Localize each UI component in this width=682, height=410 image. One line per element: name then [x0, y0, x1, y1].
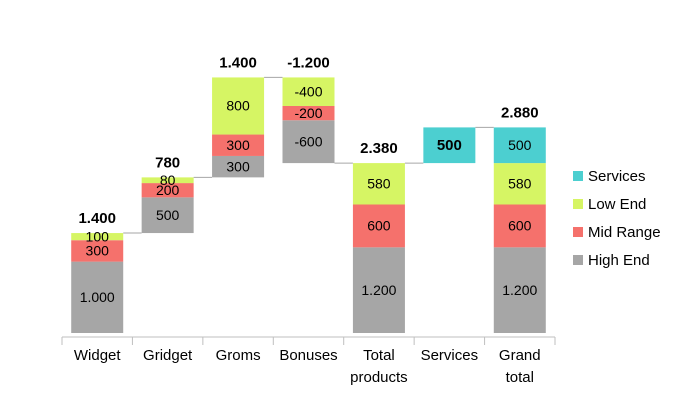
bar-segment — [212, 155, 265, 178]
data-label: -400 — [294, 83, 322, 99]
x-tick-label: Widget — [73, 347, 121, 364]
bar-segment — [71, 240, 124, 262]
x-tick-label: Total products — [350, 347, 408, 386]
data-label: 600 — [367, 218, 391, 234]
data-label: 580 — [367, 176, 391, 192]
data-label: 300 — [226, 158, 250, 174]
data-label: 800 — [226, 98, 250, 114]
data-label: 500 — [156, 207, 180, 223]
x-tick-label: Gridget — [143, 347, 193, 364]
data-label: 300 — [226, 137, 250, 153]
data-label: 80 — [160, 172, 176, 188]
x-tick-label: Groms — [215, 347, 261, 364]
bar-segment — [493, 163, 546, 205]
total-label: 2.380 — [360, 140, 398, 157]
data-label: 100 — [86, 228, 110, 244]
data-label: 500 — [508, 137, 532, 153]
bar-segment — [212, 134, 265, 156]
data-label: 600 — [508, 218, 532, 234]
x-tick-label: Services — [420, 347, 479, 364]
bar-segment — [141, 183, 194, 198]
legend-label: Services — [588, 168, 646, 185]
total-label: 2.880 — [501, 104, 539, 121]
data-label: 1.200 — [502, 282, 537, 298]
legend-swatch — [573, 227, 583, 237]
bar-segment — [71, 233, 124, 241]
data-label: -600 — [294, 133, 322, 149]
legend-label: High End — [588, 252, 650, 269]
bar-segment — [423, 127, 476, 164]
data-label: 1.200 — [361, 282, 396, 298]
total-label: 780 — [155, 154, 180, 171]
data-label: 580 — [508, 176, 532, 192]
x-tick-label: Bonuses — [279, 347, 338, 364]
legend-swatch — [573, 199, 583, 209]
data-label: 300 — [86, 243, 110, 259]
bar-segment — [141, 197, 194, 234]
bar-segment — [493, 127, 546, 164]
bar-segment — [352, 163, 405, 205]
bar-segment — [212, 77, 265, 135]
total-label: -1.200 — [287, 54, 330, 71]
total-label: 1.400 — [78, 210, 116, 227]
legend-swatch — [573, 255, 583, 265]
data-label: 1.000 — [80, 289, 115, 305]
bar-segment — [493, 204, 546, 248]
bar-segment — [71, 261, 124, 333]
bar-segment — [141, 177, 194, 184]
bar-segment — [352, 204, 405, 248]
bar-segment — [282, 105, 335, 121]
data-label: 200 — [156, 182, 180, 198]
x-tick-label: Grand total — [498, 347, 541, 386]
bar-segment — [282, 120, 335, 164]
bar-segment — [352, 247, 405, 333]
legend-label: Low End — [588, 196, 646, 213]
total-label: 1.400 — [219, 54, 257, 71]
legend-swatch — [573, 171, 583, 181]
legend-label: Mid Range — [588, 224, 661, 241]
data-label: 500 — [437, 137, 462, 154]
bar-segment — [493, 247, 546, 333]
bar-segment — [282, 77, 335, 106]
data-label: -200 — [294, 105, 322, 121]
